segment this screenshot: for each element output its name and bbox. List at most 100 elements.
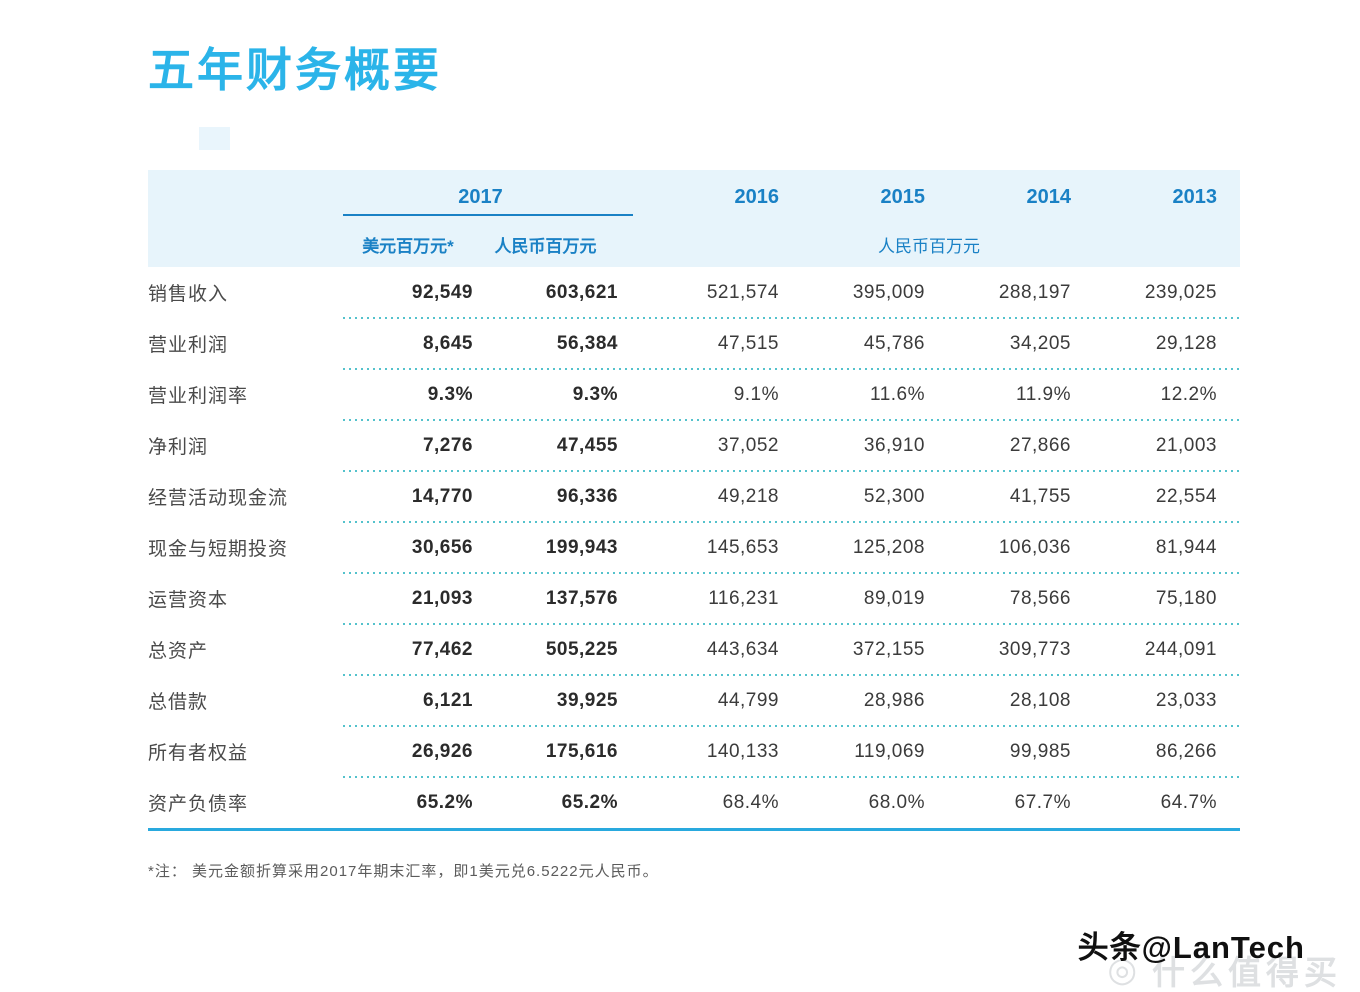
year-header-2014: 2014: [1026, 186, 1072, 208]
cell-rmb-2014: 34,205: [1009, 332, 1071, 354]
cell-rmb-2013: 239,025: [1144, 281, 1217, 303]
cell-rmb-2017: 9.3%: [572, 383, 618, 405]
cell-rmb-2014: 78,566: [1009, 587, 1071, 609]
year-header-2017: 2017: [458, 186, 503, 208]
cell-rmb-2015: 89,019: [863, 587, 925, 609]
faint-logo-icon: ◎: [1107, 951, 1142, 989]
cell-rmb-2013: 29,128: [1155, 332, 1217, 354]
cell-rmb-2017: 56,384: [556, 332, 618, 354]
cell-rmb-2017: 175,616: [545, 740, 618, 762]
cell-rmb-2014: 67.7%: [1014, 791, 1071, 813]
cell-usd-2017: 30,656: [411, 536, 473, 558]
cell-rmb-2017: 603,621: [545, 281, 618, 303]
cell-rmb-2017: 505,225: [545, 638, 618, 660]
cell-rmb-2016: 116,231: [708, 587, 779, 609]
cell-usd-2017: 77,462: [411, 638, 473, 660]
cell-rmb-2015: 395,009: [852, 281, 925, 303]
cell-rmb-2014: 106,036: [998, 536, 1071, 558]
row-label: 营业利润: [148, 335, 229, 356]
cell-usd-2017: 8,645: [422, 332, 473, 354]
row-label: 运营资本: [148, 590, 229, 611]
cell-usd-2017: 65.2%: [416, 791, 473, 813]
row-label: 总资产: [148, 641, 209, 662]
cell-rmb-2014: 27,866: [1009, 434, 1071, 456]
cell-rmb-2017: 47,455: [556, 434, 618, 456]
cell-usd-2017: 26,926: [411, 740, 473, 762]
unit-header-rmb-2017: 人民币百万元: [494, 237, 597, 256]
table-row: 资产负债率 65.2% 65.2% 68.4% 68.0% 67.7% 64.7%: [148, 777, 1240, 828]
watermark: 头条@LanTech: [1077, 930, 1305, 965]
cell-rmb-2015: 45,786: [863, 332, 925, 354]
cell-rmb-2015: 36,910: [863, 434, 925, 456]
financial-table: 2017 2016 2015 2014 2013 美元百万元* 人民币百万元 人…: [148, 170, 1240, 831]
cell-rmb-2013: 12.2%: [1160, 383, 1217, 405]
cell-usd-2017: 9.3%: [427, 383, 473, 405]
cell-rmb-2017: 137,576: [545, 587, 618, 609]
cell-rmb-2014: 11.9%: [1016, 383, 1071, 405]
cell-rmb-2013: 21,003: [1155, 434, 1217, 456]
cell-rmb-2017: 199,943: [545, 536, 618, 558]
cell-rmb-2016: 44,799: [717, 689, 779, 711]
row-label: 经营活动现金流: [148, 488, 289, 509]
cell-rmb-2017: 65.2%: [561, 791, 618, 813]
row-label: 现金与短期投资: [148, 539, 289, 560]
table-row: 运营资本 21,093 137,576 116,231 89,019 78,566 75,1…: [148, 573, 1240, 625]
cell-rmb-2015: 125,208: [852, 536, 925, 558]
row-label: 净利润: [148, 437, 209, 458]
cell-rmb-2014: 28,108: [1009, 689, 1071, 711]
cell-rmb-2013: 64.7%: [1160, 791, 1217, 813]
cell-rmb-2016: 443,634: [706, 638, 779, 660]
watermark-artifact: [199, 127, 230, 150]
table-row: 营业利润率 9.3% 9.3% 9.1% 11.6% 11.9% 12.2%: [148, 369, 1240, 421]
year-header-2016: 2016: [734, 186, 780, 208]
cell-rmb-2016: 145,653: [706, 536, 779, 558]
cell-usd-2017: 21,093: [411, 587, 473, 609]
cell-rmb-2016: 9.1%: [733, 383, 779, 405]
table-row: 净利润 7,276 47,455 37,052 36,910 27,866 21,003: [148, 420, 1240, 472]
cell-rmb-2013: 86,266: [1155, 740, 1217, 762]
table-row: 总借款 6,121 39,925 44,799 28,986 28,108 23,033: [148, 675, 1240, 727]
watermark-faint: ◎ 什么值得买: [1107, 946, 1342, 992]
cell-rmb-2017: 96,336: [556, 485, 618, 507]
cell-rmb-2013: 75,180: [1155, 587, 1217, 609]
cell-rmb-2016: 47,515: [717, 332, 779, 354]
table-header: 2017 2016 2015 2014 2013 美元百万元* 人民币百万元 人…: [148, 170, 1240, 267]
year-header-2015: 2015: [880, 186, 926, 208]
cell-rmb-2016: 521,574: [706, 281, 779, 303]
footnote: *注： 美元金额折算采用2017年期末汇率，即1美元兑6.5222元人民币。: [148, 863, 659, 880]
cell-rmb-2014: 288,197: [998, 281, 1071, 303]
row-label: 总借款: [148, 692, 209, 713]
cell-rmb-2015: 119,069: [854, 740, 925, 762]
row-label: 销售收入: [148, 284, 229, 305]
cell-usd-2017: 92,549: [411, 281, 473, 303]
watermark-faint-text: 什么值得买: [1152, 954, 1342, 991]
cell-rmb-2013: 244,091: [1144, 638, 1217, 660]
row-label: 资产负债率: [148, 794, 249, 815]
cell-rmb-2013: 22,554: [1155, 485, 1217, 507]
table-row: 营业利润 8,645 56,384 47,515 45,786 34,205 29,128: [148, 318, 1240, 370]
cell-rmb-2014: 309,773: [998, 638, 1071, 660]
row-label: 所有者权益: [148, 743, 249, 764]
year-header-2013: 2013: [1172, 186, 1218, 208]
cell-usd-2017: 7,276: [422, 434, 473, 456]
cell-rmb-2016: 140,133: [706, 740, 779, 762]
cell-rmb-2015: 28,986: [863, 689, 925, 711]
cell-rmb-2013: 23,033: [1155, 689, 1217, 711]
cell-rmb-2013: 81,944: [1155, 536, 1217, 558]
year-2017-underline: [343, 214, 633, 216]
cell-rmb-2015: 52,300: [863, 485, 925, 507]
row-label: 营业利润率: [148, 386, 249, 407]
cell-rmb-2016: 37,052: [717, 434, 779, 456]
page-title: 五年财务概要: [148, 44, 442, 96]
unit-header-rmb-other-years: 人民币百万元: [878, 237, 980, 256]
cell-rmb-2017: 39,925: [556, 689, 618, 711]
cell-rmb-2015: 68.0%: [868, 791, 925, 813]
table-row: 总资产 77,462 505,225 443,634 372,155 309,773 244…: [148, 624, 1240, 676]
cell-rmb-2014: 41,755: [1009, 485, 1071, 507]
cell-rmb-2014: 99,985: [1009, 740, 1071, 762]
cell-usd-2017: 6,121: [422, 689, 473, 711]
cell-rmb-2015: 11.6%: [870, 383, 925, 405]
cell-rmb-2016: 49,218: [717, 485, 779, 507]
unit-header-usd: 美元百万元*: [362, 237, 454, 256]
